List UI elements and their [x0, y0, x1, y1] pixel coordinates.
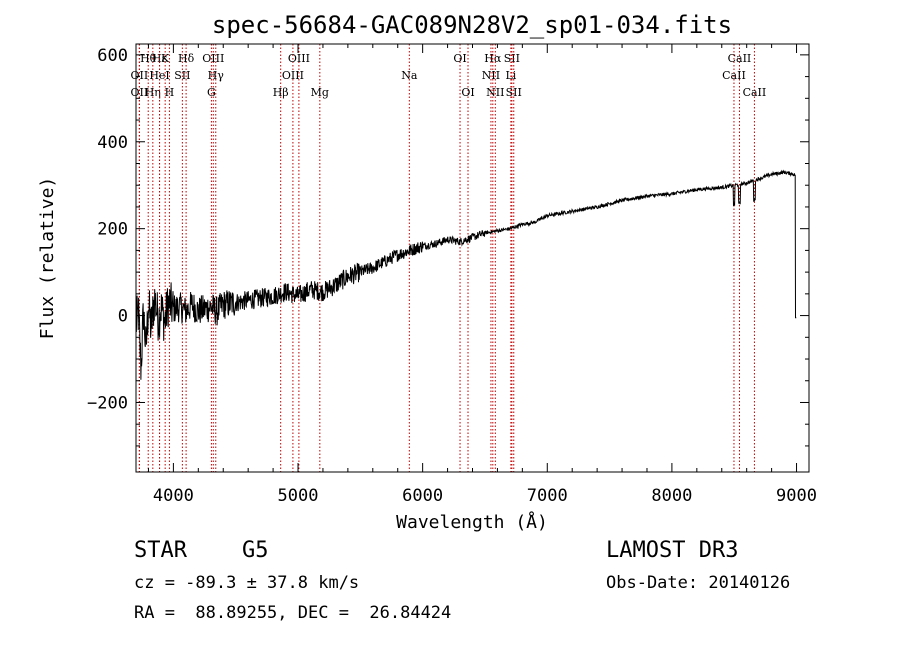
- spectral-line-label: OI: [461, 86, 474, 99]
- x-tick-label: 4000: [153, 486, 194, 506]
- spectral-line-label: HeI: [149, 69, 169, 82]
- spectrum-series: [135, 169, 797, 380]
- spectral-line-label: OIII: [202, 52, 224, 65]
- x-axis-label: Wavelength (Å): [396, 511, 548, 533]
- y-tick-label: 0: [118, 307, 128, 327]
- spectral-line-label: Hγ: [208, 69, 225, 82]
- y-axis-label: Flux (relative): [37, 177, 58, 340]
- spectral-line-label: OIII: [282, 69, 304, 82]
- y-tick-label: 400: [97, 133, 128, 153]
- chart-title: spec-56684-GAC089N28V2_sp01-034.fits: [212, 11, 732, 39]
- spectral-line-label: CaII: [743, 86, 767, 99]
- x-tick-label: 7000: [527, 486, 568, 506]
- spectral-line-label: NII: [486, 86, 504, 99]
- object-class: STAR: [134, 538, 187, 563]
- object-subclass: G5: [242, 538, 269, 563]
- spectral-line-label: SII: [506, 86, 522, 99]
- y-tick-label: 600: [97, 46, 128, 66]
- spectral-line-label: Hδ: [178, 52, 195, 65]
- spectral-line-label: Na: [401, 69, 418, 82]
- spectrum-trace: [135, 169, 797, 380]
- spectral-line-label: OIII: [288, 52, 310, 65]
- spectral-line-label: OII: [131, 86, 149, 99]
- axis-ticks: 4000 5000 6000 7000 8000 9000 −200 0 200 400 600: [87, 44, 817, 506]
- spectral-line-label: SII: [504, 52, 520, 65]
- spectral-line-label: CaII: [728, 52, 752, 65]
- survey-name: LAMOST DR3: [606, 538, 739, 563]
- spectral-line-label: Hβ: [273, 86, 289, 99]
- y-tick-label: −200: [87, 393, 128, 413]
- spectral-line-label: OI: [453, 52, 466, 65]
- spectral-line-label: K: [161, 52, 170, 65]
- spectral-line-label: H: [165, 86, 175, 99]
- redshift-velocity: cz = -89.3 ± 37.8 km/s: [134, 573, 360, 593]
- spectral-line-label: Li: [505, 69, 516, 82]
- spectral-line-label: Mg: [311, 86, 329, 99]
- spectral-line-label: Hη: [145, 86, 161, 99]
- spectral-line-label: Hα: [484, 52, 502, 65]
- spectral-line-label: OII: [131, 69, 149, 82]
- x-tick-label: 9000: [776, 486, 817, 506]
- sky-coordinates: RA = 88.89255, DEC = 26.84424: [134, 603, 452, 623]
- x-tick-label: 6000: [402, 486, 443, 506]
- plot-frame: [135, 43, 810, 473]
- spectral-line-label: G: [207, 86, 216, 99]
- spectral-line-label: SII: [174, 69, 190, 82]
- x-tick-label: 8000: [651, 486, 692, 506]
- x-tick-label: 5000: [278, 486, 319, 506]
- y-tick-label: 200: [97, 220, 128, 240]
- spectral-line-label: CaII: [722, 69, 746, 82]
- observation-date: Obs-Date: 20140126: [606, 573, 791, 593]
- spectral-line-label: NII: [482, 69, 500, 82]
